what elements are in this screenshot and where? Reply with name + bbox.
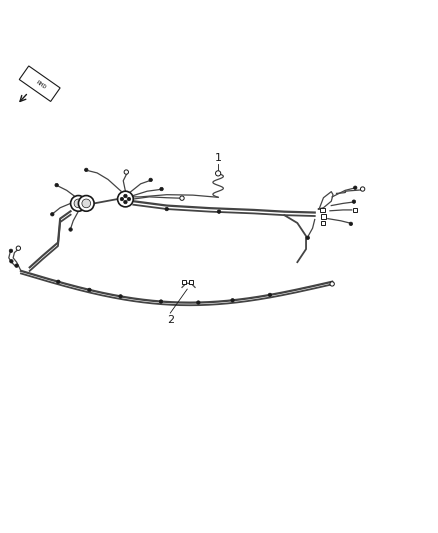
Circle shape bbox=[120, 197, 124, 201]
Circle shape bbox=[217, 210, 221, 213]
Text: 1: 1 bbox=[215, 153, 222, 163]
Circle shape bbox=[127, 197, 131, 201]
Circle shape bbox=[57, 280, 60, 284]
Circle shape bbox=[69, 228, 72, 231]
Circle shape bbox=[82, 199, 91, 208]
Polygon shape bbox=[19, 66, 60, 101]
Circle shape bbox=[117, 191, 133, 207]
Bar bbox=[189, 280, 193, 284]
Circle shape bbox=[360, 187, 365, 191]
Circle shape bbox=[165, 207, 169, 211]
Circle shape bbox=[197, 301, 200, 304]
Circle shape bbox=[349, 222, 353, 225]
Text: RHD: RHD bbox=[35, 79, 47, 90]
Circle shape bbox=[306, 236, 310, 239]
Circle shape bbox=[88, 288, 91, 292]
Circle shape bbox=[119, 295, 122, 298]
Circle shape bbox=[55, 183, 58, 187]
Bar bbox=[353, 208, 357, 212]
Circle shape bbox=[180, 196, 184, 200]
Circle shape bbox=[330, 282, 334, 286]
Circle shape bbox=[215, 171, 221, 176]
Circle shape bbox=[268, 293, 272, 297]
Circle shape bbox=[16, 246, 21, 251]
Circle shape bbox=[74, 199, 83, 208]
Circle shape bbox=[85, 168, 88, 172]
Circle shape bbox=[353, 186, 357, 189]
Circle shape bbox=[160, 187, 163, 191]
Text: 2: 2 bbox=[167, 315, 174, 325]
Bar bbox=[321, 208, 325, 212]
Circle shape bbox=[124, 170, 128, 174]
Circle shape bbox=[124, 194, 127, 198]
Circle shape bbox=[352, 200, 356, 204]
Circle shape bbox=[71, 196, 86, 211]
Circle shape bbox=[124, 200, 127, 204]
Bar bbox=[321, 221, 325, 225]
Circle shape bbox=[15, 264, 18, 268]
Circle shape bbox=[9, 249, 13, 253]
Bar bbox=[182, 280, 186, 284]
Circle shape bbox=[231, 298, 234, 302]
Circle shape bbox=[159, 300, 163, 303]
Bar bbox=[321, 214, 325, 219]
Circle shape bbox=[149, 178, 152, 182]
Circle shape bbox=[10, 260, 13, 263]
Circle shape bbox=[78, 196, 94, 211]
Circle shape bbox=[50, 213, 54, 216]
